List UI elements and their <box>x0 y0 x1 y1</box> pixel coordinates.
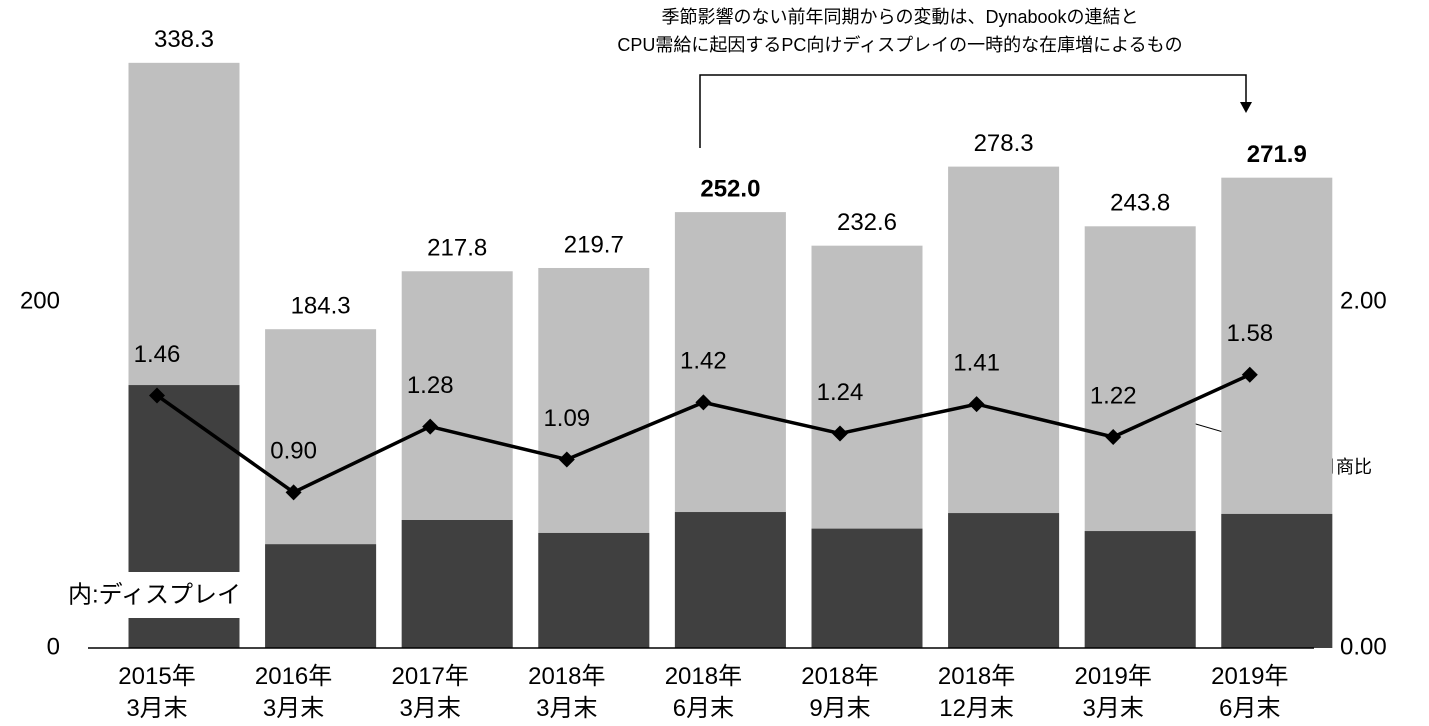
data-label: 252.0 <box>700 175 760 202</box>
data-label: 184.3 <box>291 293 351 320</box>
x-tick-line: 2018年 <box>938 663 1015 690</box>
x-tick-line: 3月末 <box>126 695 187 722</box>
data-label: 278.3 <box>974 130 1034 157</box>
data-label: 1.24 <box>817 379 864 406</box>
marker <box>149 387 165 404</box>
bar-segment <box>811 528 923 648</box>
x-tick-line: 9月末 <box>809 695 870 722</box>
x-tick-line: 2018年 <box>801 663 878 690</box>
x-tick-label: 2018年 6月末 <box>665 663 742 722</box>
marker <box>1105 428 1122 445</box>
bar-segment <box>265 544 377 648</box>
bar-segment <box>948 513 1060 648</box>
x-tick-label: 2019年 3月末 <box>1075 663 1152 722</box>
data-label: 338.3 <box>154 26 214 53</box>
bar-segment <box>1221 513 1333 648</box>
x-tick-line: 2017年 <box>392 663 469 690</box>
x-tick-line: 2018年 <box>528 663 605 690</box>
legend-label: 内:ディスプレイ <box>68 581 241 608</box>
x-tick-line: 3月末 <box>263 695 324 722</box>
x-tick-line: 2018年 <box>665 663 742 690</box>
data-label: 1.46 <box>134 341 181 368</box>
marker <box>1241 366 1258 383</box>
x-tick-line: 2019年 <box>1075 663 1152 690</box>
x-tick-line: 6月末 <box>673 695 734 722</box>
data-label: 271.9 <box>1247 141 1307 168</box>
data-label: 217.8 <box>427 235 487 262</box>
x-tick-line: 2015年 <box>118 663 195 690</box>
annotation: 季節影響のない前年同期からの変動は、Dynabookの連結と <box>661 7 1138 27</box>
x-tick-label: 2017年 3月末 <box>392 663 469 722</box>
data-label: 232.6 <box>837 209 897 236</box>
x-tick-label: 2016年 3月末 <box>255 663 332 722</box>
data-label: 243.8 <box>1110 190 1170 217</box>
marker <box>968 396 985 413</box>
x-tick-line: 6月末 <box>1219 695 1280 722</box>
marker <box>558 451 575 468</box>
arrow-head <box>1240 102 1252 113</box>
bar-segment <box>538 532 650 648</box>
x-tick-label: 2018年 12月末 <box>938 663 1015 722</box>
x-tick-label: 2018年 3月末 <box>528 663 605 722</box>
x-tick-line: 12月末 <box>939 695 1014 722</box>
marker <box>285 484 302 501</box>
data-label: 1.28 <box>407 372 454 399</box>
marker <box>695 394 712 411</box>
x-tick-line: 3月末 <box>1083 695 1144 722</box>
x-tick-line: 3月末 <box>536 695 597 722</box>
marker <box>832 425 848 442</box>
data-label: 0.90 <box>270 438 317 465</box>
y-tick-label: 200 <box>20 287 60 314</box>
data-label: 1.42 <box>680 348 727 375</box>
bar-segment <box>1084 531 1196 648</box>
y2-tick-label: 0.00 <box>1340 633 1387 660</box>
marker <box>422 418 439 435</box>
bar-segment <box>401 520 513 648</box>
x-tick-label: 2018年 9月末 <box>801 663 878 722</box>
data-label: 1.41 <box>953 349 1000 376</box>
y-tick-label: 0 <box>47 633 60 660</box>
annotation-bracket <box>699 74 1247 148</box>
annotation: CPU需給に起因するPC向けディスプレイの一時的な在庫増によるもの <box>617 35 1182 55</box>
x-tick-label: 2019年 6月末 <box>1211 663 1288 722</box>
x-tick-label: 2015年 3月末 <box>118 663 195 722</box>
data-label: 1.58 <box>1226 320 1273 347</box>
x-tick-line: 2016年 <box>255 663 332 690</box>
y2-tick-label: 2.00 <box>1340 287 1387 314</box>
bar-segment <box>674 512 786 648</box>
data-label: 219.7 <box>564 231 624 258</box>
data-label: 1.09 <box>543 405 590 432</box>
x-tick-line: 2019年 <box>1211 663 1288 690</box>
legend-box <box>64 572 250 618</box>
x-tick-line: 3月末 <box>400 695 461 722</box>
data-label: 1.22 <box>1090 382 1137 409</box>
